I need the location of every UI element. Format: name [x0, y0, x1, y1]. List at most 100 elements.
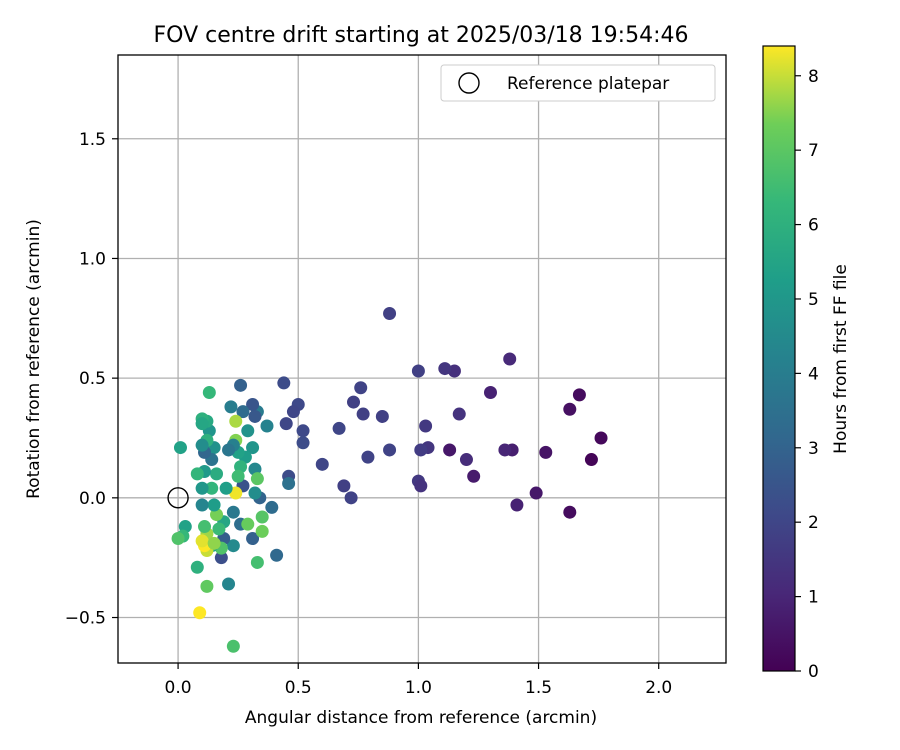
data-point	[224, 400, 238, 414]
plot-frame	[117, 54, 727, 664]
data-point	[332, 421, 346, 435]
data-point	[467, 469, 481, 483]
data-point	[214, 551, 228, 565]
data-point	[190, 560, 204, 574]
x-axis: 0.0 0.5 1.0 1.5 2.0	[165, 663, 672, 698]
data-point	[195, 481, 209, 495]
data-point	[539, 445, 553, 459]
data-point	[483, 386, 497, 400]
data-point	[375, 409, 389, 423]
data-point	[226, 505, 240, 519]
reference-marker	[167, 487, 189, 509]
data-point	[279, 417, 293, 431]
x-tick-label: 1.5	[525, 678, 552, 698]
data-point	[383, 443, 397, 457]
data-point	[452, 407, 466, 421]
reference-platepar-marker	[167, 487, 189, 509]
data-point	[236, 405, 250, 419]
y-tick-label: −0.5	[65, 609, 106, 629]
x-tick-label: 2.0	[645, 678, 672, 698]
colorbar-tick-label: 8	[808, 67, 819, 87]
data-point	[510, 498, 524, 512]
data-point	[248, 486, 262, 500]
data-points	[171, 307, 608, 653]
data-point	[459, 453, 473, 467]
data-point	[443, 443, 457, 457]
colorbar-tick-label: 7	[808, 141, 819, 161]
data-point	[414, 479, 428, 493]
data-point	[584, 453, 598, 467]
data-point	[250, 472, 264, 486]
data-point	[202, 386, 216, 400]
data-point	[572, 388, 586, 402]
data-point	[207, 536, 221, 550]
data-point	[344, 491, 358, 505]
colorbar-tick-label: 5	[808, 290, 819, 310]
y-axis: −0.5 0.0 0.5 1.0 1.5	[65, 130, 118, 629]
data-point	[356, 407, 370, 421]
data-point	[296, 424, 310, 438]
data-point	[594, 431, 608, 445]
data-point	[414, 443, 428, 457]
data-point	[260, 419, 274, 433]
data-point	[226, 539, 240, 553]
colorbar-tick-label: 2	[808, 513, 819, 533]
data-point	[241, 517, 255, 531]
data-point	[195, 438, 209, 452]
colorbar-tick-label: 6	[808, 216, 819, 236]
data-point	[286, 405, 300, 419]
y-tick-label: 1.5	[79, 130, 106, 150]
colorbar-tick-label: 4	[808, 364, 819, 384]
data-point	[222, 443, 236, 457]
data-point	[337, 479, 351, 493]
x-tick-label: 1.0	[405, 678, 432, 698]
data-point	[229, 414, 243, 428]
data-point	[255, 510, 269, 524]
colorbar-label: Hours from first FF file	[831, 264, 851, 454]
y-axis-label: Rotation from reference (arcmin)	[24, 219, 44, 499]
y-tick-label: 1.0	[79, 249, 106, 269]
data-point	[195, 534, 209, 548]
data-point	[195, 417, 209, 431]
data-point	[361, 450, 375, 464]
legend-label: Reference platepar	[507, 74, 669, 94]
x-axis-label: Angular distance from reference (arcmin)	[245, 708, 597, 728]
data-point	[195, 498, 209, 512]
data-point	[246, 532, 260, 546]
legend-marker-circle	[458, 72, 480, 94]
data-point	[438, 362, 452, 376]
data-point	[190, 467, 204, 481]
data-point	[231, 469, 245, 483]
grid	[118, 55, 726, 663]
data-point	[248, 409, 262, 423]
data-point	[315, 457, 329, 471]
data-point	[173, 441, 187, 455]
colorbar-gradient	[762, 45, 796, 672]
data-point	[498, 443, 512, 457]
data-point	[226, 639, 240, 653]
colorbar-ticks: 0 1 2 3 4 5 6 7 8	[795, 67, 819, 682]
data-point	[241, 424, 255, 438]
data-point	[193, 606, 207, 620]
colorbar-tick-label: 0	[808, 662, 819, 682]
data-point	[354, 381, 368, 395]
data-point	[234, 378, 248, 392]
data-point	[563, 402, 577, 416]
data-point	[246, 397, 260, 411]
data-point	[207, 498, 221, 512]
data-point	[171, 532, 185, 546]
data-point	[265, 500, 279, 514]
data-point	[419, 419, 433, 433]
data-point	[563, 505, 577, 519]
data-point	[219, 481, 233, 495]
data-point	[198, 520, 212, 534]
data-point	[347, 395, 361, 409]
data-point	[255, 524, 269, 538]
data-point	[200, 579, 214, 593]
colorbar-tick-label: 1	[808, 588, 819, 608]
data-point	[246, 441, 260, 455]
data-point	[411, 364, 425, 378]
data-point	[277, 376, 291, 390]
data-point	[222, 577, 236, 591]
